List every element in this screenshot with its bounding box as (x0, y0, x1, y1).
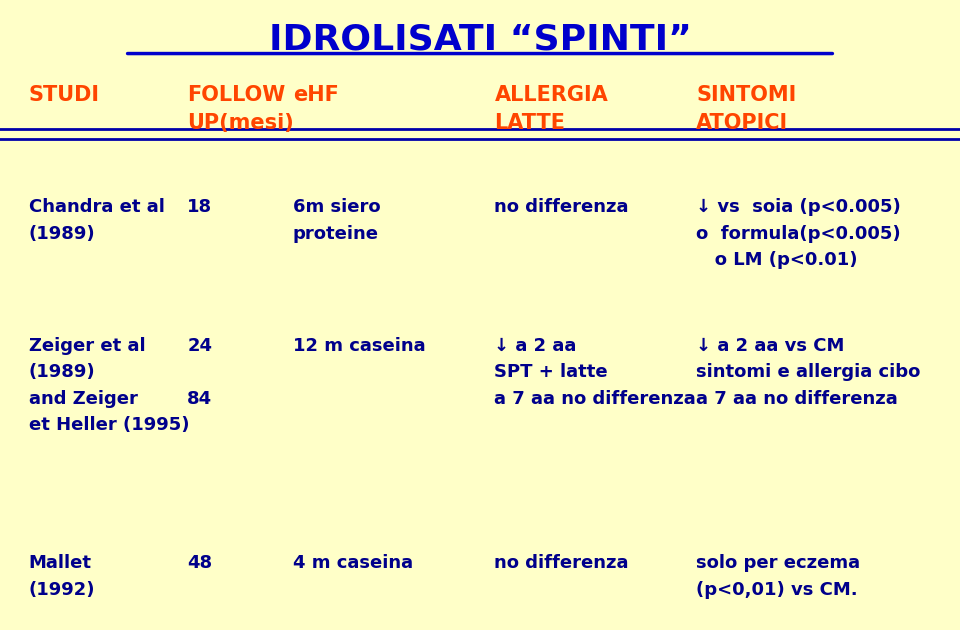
Text: ↓ vs  soia (p<0.005)
o  formula(p<0.005)
   o LM (p<0.01): ↓ vs soia (p<0.005) o formula(p<0.005) o… (696, 198, 900, 269)
Text: STUDI: STUDI (29, 85, 100, 105)
Text: IDROLISATI “SPINTI”: IDROLISATI “SPINTI” (269, 22, 691, 56)
Text: Zeiger et al
(1989)
and Zeiger
et Heller (1995): Zeiger et al (1989) and Zeiger et Heller… (29, 337, 189, 434)
Text: ↓ a 2 aa
SPT + latte
a 7 aa no differenza: ↓ a 2 aa SPT + latte a 7 aa no differenz… (494, 337, 696, 408)
Text: no differenza: no differenza (494, 554, 629, 573)
Text: ↓ a 2 aa vs CM
sintomi e allergia cibo
a 7 aa no differenza: ↓ a 2 aa vs CM sintomi e allergia cibo a… (696, 337, 921, 408)
Text: SINTOMI
ATOPICI: SINTOMI ATOPICI (696, 85, 796, 133)
Text: 6m siero
proteine: 6m siero proteine (293, 198, 380, 243)
Text: no differenza: no differenza (494, 198, 629, 217)
Text: FOLLOW
UP(mesi): FOLLOW UP(mesi) (187, 85, 294, 133)
Text: 48: 48 (187, 554, 212, 573)
Text: 24

84: 24 84 (187, 337, 212, 408)
Text: Mallet
(1992): Mallet (1992) (29, 554, 95, 598)
Text: Chandra et al
(1989): Chandra et al (1989) (29, 198, 165, 243)
Text: 12 m caseina: 12 m caseina (293, 337, 425, 355)
Text: 18: 18 (187, 198, 212, 217)
Text: eHF: eHF (293, 85, 339, 105)
Text: solo per eczema
(p<0,01) vs CM.: solo per eczema (p<0,01) vs CM. (696, 554, 860, 598)
Text: ALLERGIA
LATTE: ALLERGIA LATTE (494, 85, 608, 133)
Text: 4 m caseina: 4 m caseina (293, 554, 413, 573)
